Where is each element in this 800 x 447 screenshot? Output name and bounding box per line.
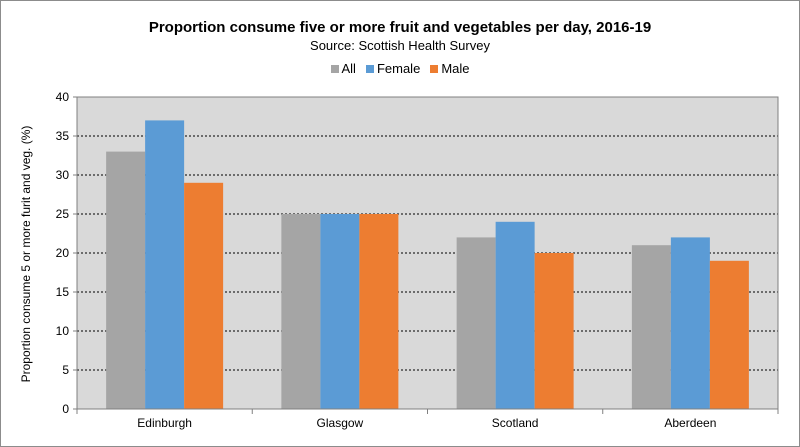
bar-female-aberdeen <box>670 237 710 409</box>
bar-all-scotland <box>456 237 496 409</box>
x-tick-label: Scotland <box>492 416 539 430</box>
legend-item-male: Male <box>430 61 470 76</box>
y-tick-label: 25 <box>56 207 70 221</box>
bar-male-glasgow <box>359 214 399 409</box>
legend-item-all: All <box>330 61 356 76</box>
y-tick-label: 35 <box>56 129 70 143</box>
y-tick-label: 15 <box>56 285 70 299</box>
bar-male-scotland <box>534 253 574 409</box>
x-tick-label: Glasgow <box>317 416 364 430</box>
bar-female-edinburgh <box>145 120 185 410</box>
y-tick-label: 20 <box>56 246 70 260</box>
y-tick-label: 30 <box>56 168 70 182</box>
y-tick-label: 0 <box>62 402 69 416</box>
legend-swatch-all <box>330 64 339 73</box>
legend-swatch-male <box>430 64 439 73</box>
y-tick-label: 5 <box>62 363 69 377</box>
legend-label-male: Male <box>441 61 470 76</box>
bar-female-glasgow <box>320 214 360 409</box>
legend-item-female: Female <box>365 61 421 76</box>
legend-label-female: Female <box>376 61 421 76</box>
legend-label-all: All <box>341 61 356 76</box>
chart-title: Proportion consume five or more fruit an… <box>148 19 652 36</box>
y-tick-label: 40 <box>56 90 70 104</box>
bar-male-aberdeen <box>709 260 749 409</box>
bar-male-edinburgh <box>184 182 224 409</box>
bar-all-aberdeen <box>631 245 671 409</box>
chart-subtitle: Source: Scottish Health Survey <box>310 38 490 53</box>
bar-female-scotland <box>495 221 535 409</box>
bar-all-edinburgh <box>106 151 146 409</box>
legend-swatch-female <box>365 64 374 73</box>
x-tick-label: Aberdeen <box>664 416 716 430</box>
x-tick-label: Edinburgh <box>137 416 192 430</box>
y-tick-label: 10 <box>56 324 70 338</box>
legend: All Female Male <box>0 61 800 76</box>
bar-all-glasgow <box>281 214 321 409</box>
